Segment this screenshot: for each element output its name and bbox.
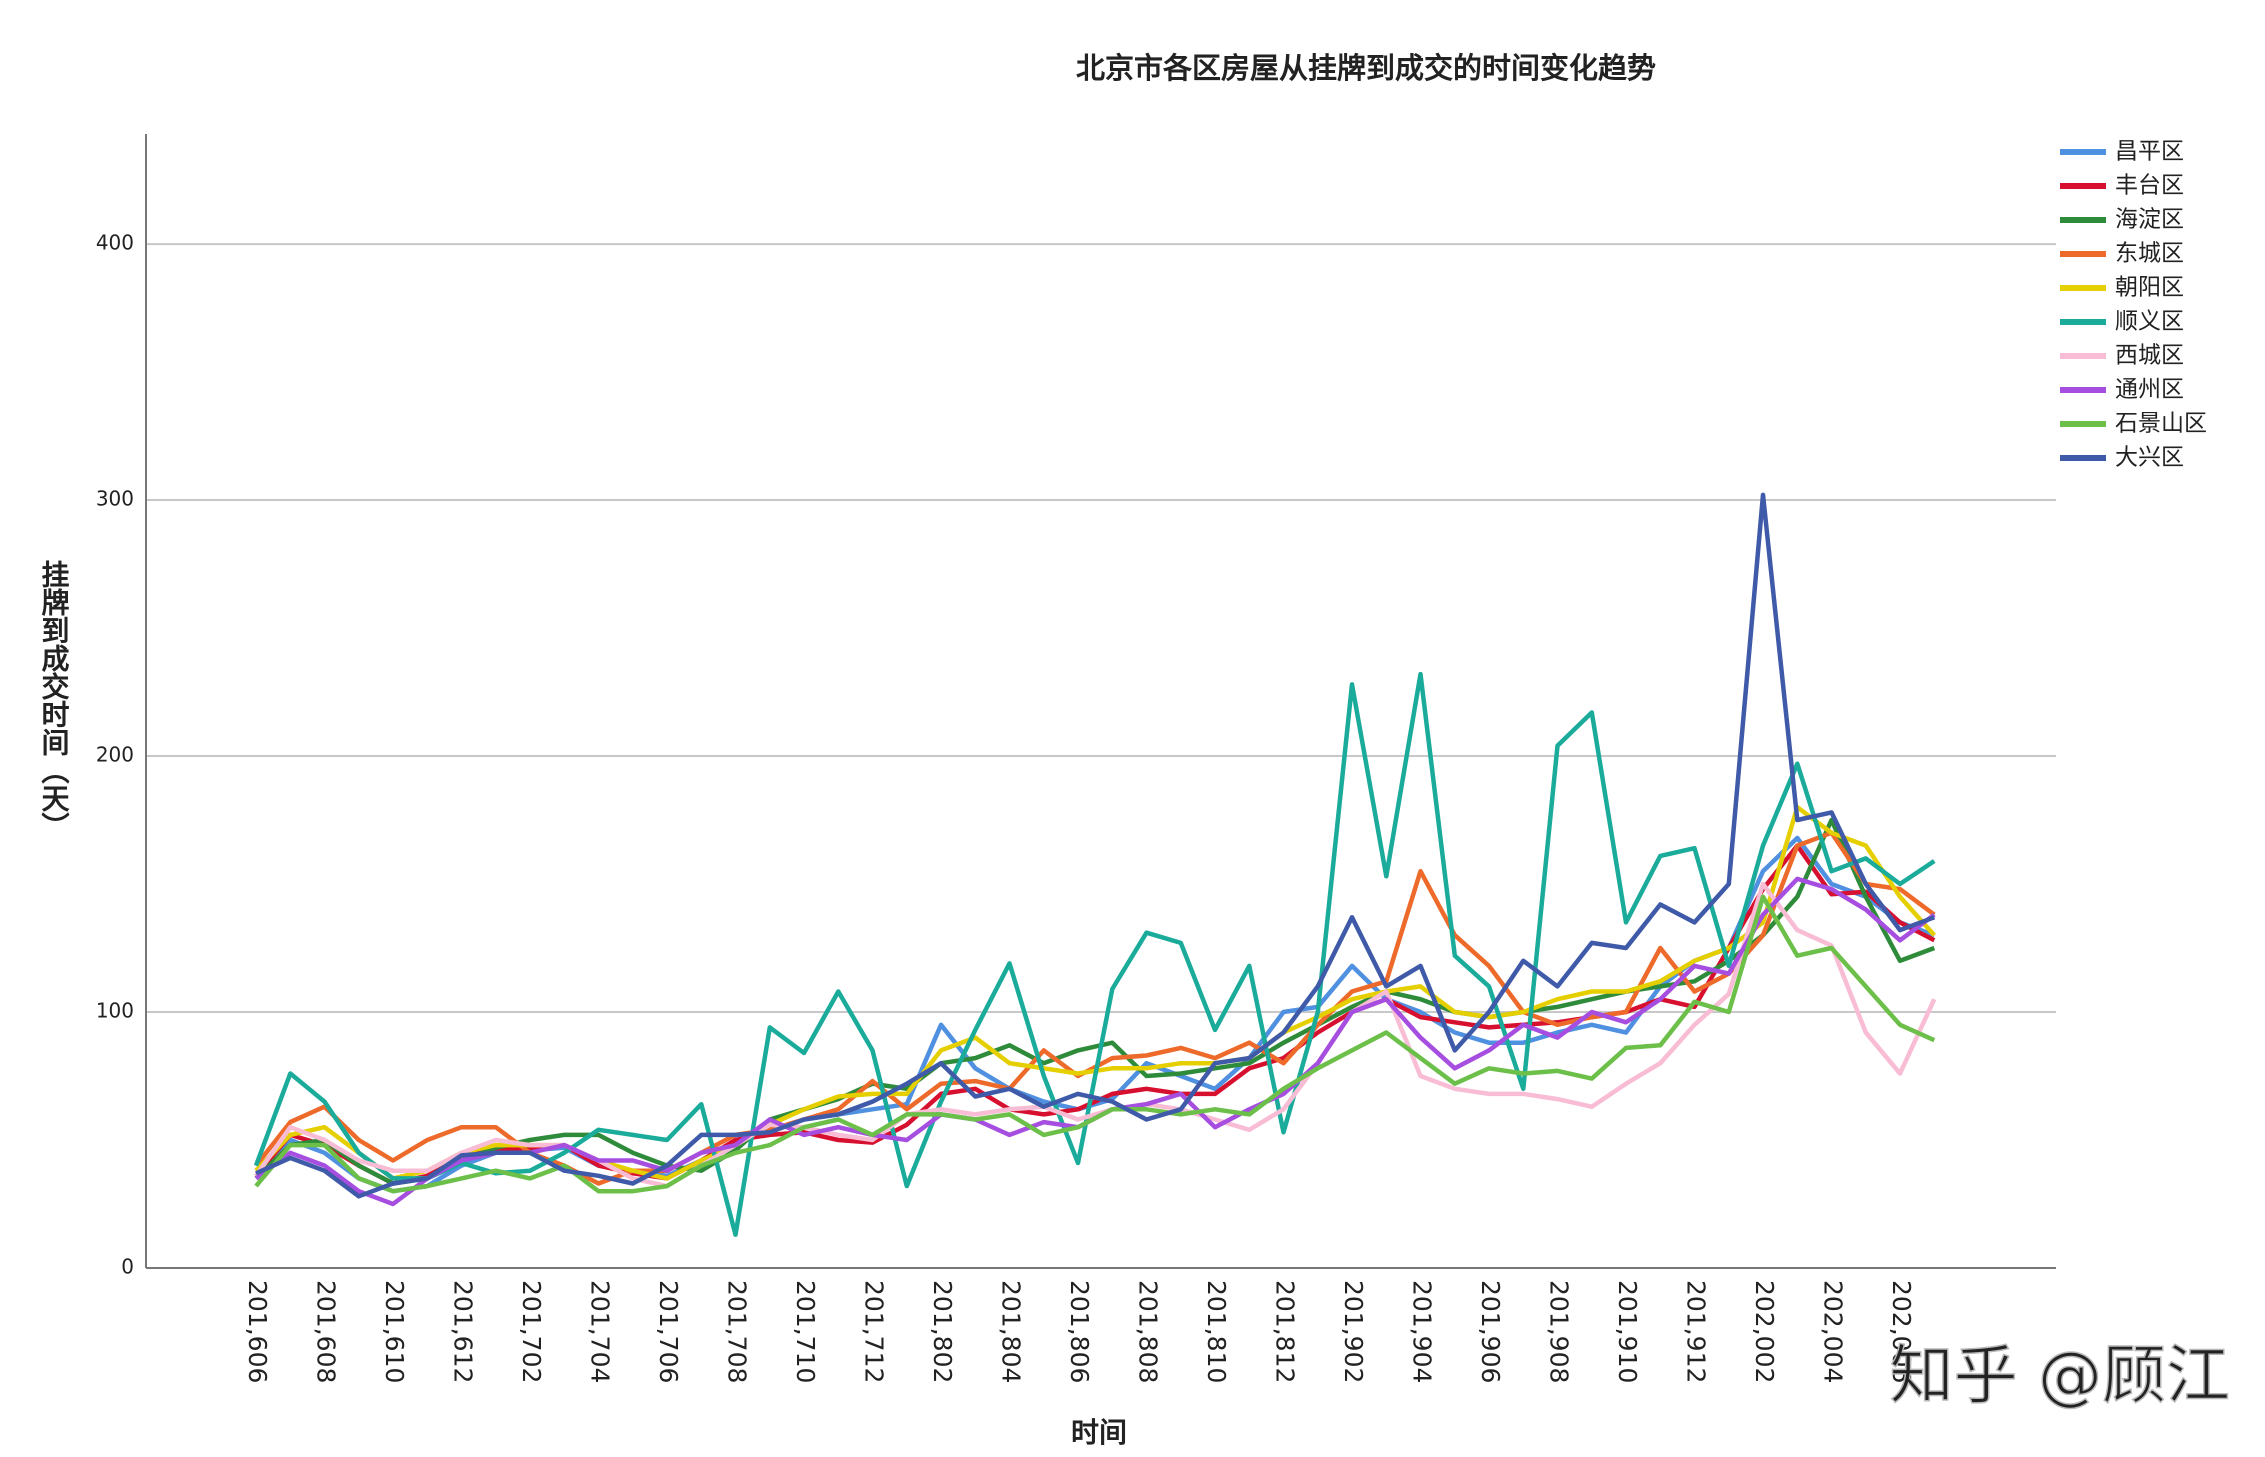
x-tick-label: 201,702 xyxy=(517,1280,546,1383)
legend-label: 昌平区 xyxy=(2115,139,2184,165)
x-axis-label: 时间 xyxy=(1071,1416,1127,1449)
x-tick-label: 201,812 xyxy=(1271,1280,1300,1383)
x-tick-label: 201,704 xyxy=(586,1280,615,1383)
x-tick-label: 201,610 xyxy=(380,1280,409,1383)
x-tick-label: 201,802 xyxy=(928,1280,957,1383)
x-tick-label: 201,902 xyxy=(1339,1280,1368,1383)
x-tick-label: 202,002 xyxy=(1750,1280,1779,1383)
legend-label: 丰台区 xyxy=(2115,173,2184,199)
x-tick-label: 202,004 xyxy=(1819,1280,1848,1383)
legend-label: 海淀区 xyxy=(2115,207,2184,233)
series-line xyxy=(255,492,1936,1199)
x-tick-label: 201,612 xyxy=(449,1280,478,1383)
y-tick-label: 300 xyxy=(96,487,134,511)
x-tick-label: 201,706 xyxy=(654,1280,683,1383)
x-tick-label: 201,710 xyxy=(791,1280,820,1383)
y-tick-label: 0 xyxy=(121,1255,134,1279)
y-axis-label: 挂牌到成交时间（天） xyxy=(38,560,71,840)
series-line xyxy=(254,804,1936,1181)
legend-label: 西城区 xyxy=(2115,343,2184,369)
chart-title: 北京市各区房屋从挂牌到成交的时间变化趋势 xyxy=(1076,51,1656,85)
legend-label: 顺义区 xyxy=(2115,309,2184,335)
series-line xyxy=(254,881,1937,1189)
x-tick-label: 201,912 xyxy=(1682,1280,1711,1383)
y-tick-label: 200 xyxy=(96,743,134,767)
legend-label: 石景山区 xyxy=(2115,411,2207,437)
x-tick-label: 201,708 xyxy=(723,1280,752,1383)
x-tick-label: 201,806 xyxy=(1065,1280,1094,1383)
y-tick-label: 400 xyxy=(96,231,134,255)
legend-label: 东城区 xyxy=(2115,241,2184,267)
y-tick-label: 100 xyxy=(96,999,134,1023)
series-line xyxy=(254,830,1936,1186)
legend-label: 大兴区 xyxy=(2115,445,2184,471)
x-tick-label: 201,910 xyxy=(1613,1280,1642,1383)
x-tick-label: 201,606 xyxy=(243,1280,272,1383)
legend-label: 朝阳区 xyxy=(2115,275,2184,301)
x-tick-label: 201,712 xyxy=(860,1280,889,1383)
x-tick-label: 201,908 xyxy=(1545,1280,1574,1383)
watermark: 知乎 @顾江 xyxy=(1890,1340,2230,1414)
x-tick-label: 202,006 xyxy=(1887,1280,1916,1383)
series-line xyxy=(254,894,1936,1194)
x-tick-label: 201,906 xyxy=(1476,1280,1505,1383)
x-tick-label: 201,808 xyxy=(1134,1280,1163,1383)
series-line xyxy=(253,671,1936,1237)
series-line xyxy=(254,817,1936,1186)
legend-label: 通州区 xyxy=(2115,377,2184,403)
x-tick-label: 201,804 xyxy=(997,1280,1026,1383)
x-tick-label: 201,608 xyxy=(312,1280,341,1383)
x-tick-label: 201,810 xyxy=(1202,1280,1231,1383)
x-tick-label: 201,904 xyxy=(1408,1280,1437,1383)
